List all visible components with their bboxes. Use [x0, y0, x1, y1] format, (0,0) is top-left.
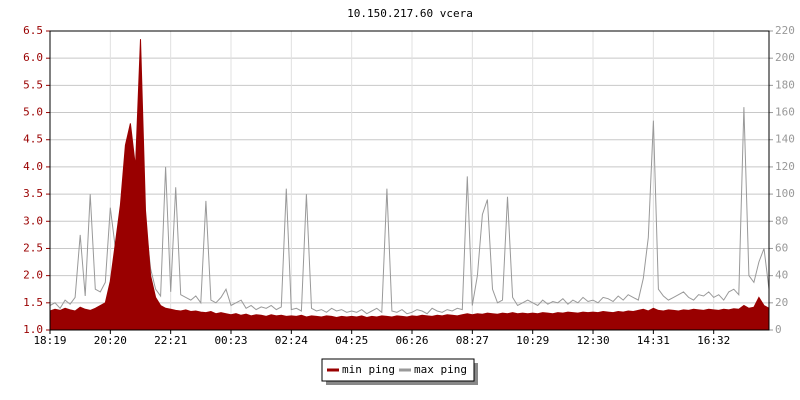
x-tick-label: 06:26 [395, 334, 428, 347]
y-tick-label: 6.5 [23, 24, 43, 37]
plot-area [50, 31, 769, 330]
legend-box [321, 358, 475, 382]
plot-border [49, 30, 770, 331]
x-tick-label: 08:27 [456, 334, 489, 347]
legend-label: max ping [414, 363, 467, 376]
x-tick-label: 04:25 [335, 334, 368, 347]
y-tick-label: 4.5 [23, 133, 43, 146]
y-tick-label: 2.0 [23, 269, 43, 282]
y-tick-label: 1.0 [23, 323, 43, 336]
x-tick-label: 18:19 [33, 334, 66, 347]
x-tick-label: 00:23 [214, 334, 247, 347]
x-tick-label: 12:30 [576, 334, 609, 347]
y-tick-label: 5.5 [23, 78, 43, 91]
y2-tick-label: 0 [775, 323, 782, 336]
series-area [49, 39, 770, 331]
legend: min ping max ping [321, 358, 478, 385]
y2-tick-label: 200 [775, 51, 795, 64]
y2-tick-label: 120 [775, 160, 795, 173]
y-tick-label: 6.0 [23, 51, 43, 64]
y2-tick-label: 40 [775, 269, 788, 282]
series-line [49, 71, 770, 315]
y-tick-label: 4.0 [23, 160, 43, 173]
x-tick-label: 02:24 [275, 334, 308, 347]
y-tick-label: 2.5 [23, 241, 43, 254]
y2-tick-label: 80 [775, 214, 788, 227]
x-tick-label: 10:29 [516, 334, 549, 347]
y-tick-label: 3.5 [23, 187, 43, 200]
x-tick-label: 14:31 [637, 334, 670, 347]
y2-tick-label: 220 [775, 24, 795, 37]
y2-tick-label: 100 [775, 187, 795, 200]
chart-title: 10.150.217.60 vcera [347, 7, 473, 20]
x-tick-label: 20:20 [94, 334, 127, 347]
y2-tick-label: 140 [775, 133, 795, 146]
legend-label: min ping [342, 363, 395, 376]
y-tick-label: 1.5 [23, 296, 43, 309]
y2-tick-label: 160 [775, 106, 795, 119]
y-tick-label: 5.0 [23, 106, 43, 119]
y-tick-label: 3.0 [23, 214, 43, 227]
y2-tick-label: 20 [775, 296, 788, 309]
y2-tick-label: 180 [775, 78, 795, 91]
y2-tick-label: 60 [775, 241, 788, 254]
x-tick-label: 16:32 [697, 334, 730, 347]
x-tick-label: 22:21 [154, 334, 187, 347]
